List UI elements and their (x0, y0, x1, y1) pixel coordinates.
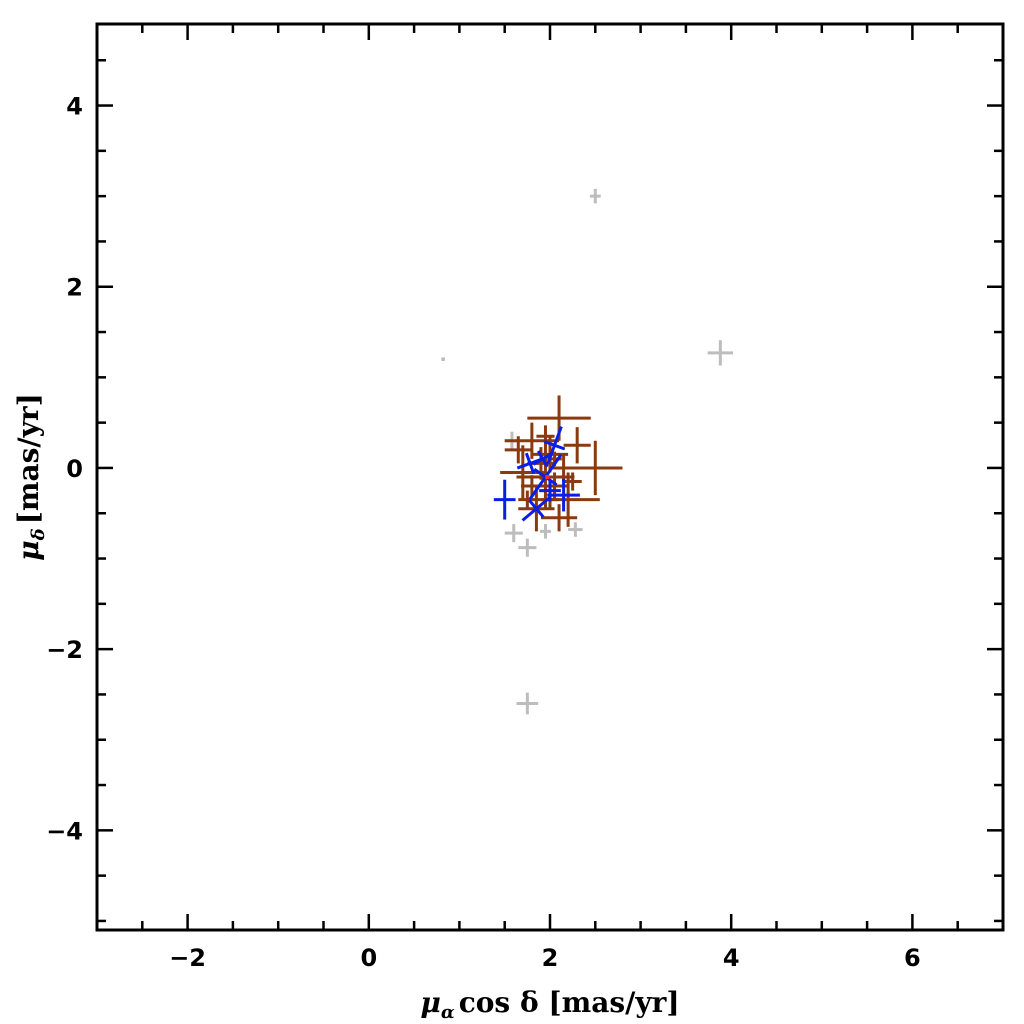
x-tick-label: 6 (904, 944, 921, 972)
data-point-field (516, 692, 539, 715)
y-tick-label: 2 (66, 274, 83, 302)
series-members (500, 395, 623, 532)
tick-labels: −2 0 2 4 6 −4 −2 0 2 4 (46, 93, 921, 972)
data-point-members (563, 427, 591, 464)
data-point-members (552, 454, 575, 482)
y-tick-label: −4 (46, 817, 83, 845)
data-point-members (504, 436, 532, 464)
data-point-selected (493, 479, 516, 520)
data-point-members (568, 440, 623, 496)
data-point-members (563, 472, 582, 491)
series-selected (493, 426, 580, 522)
data-point-field (504, 524, 523, 543)
data-point-members (540, 504, 578, 532)
y-tick-label: 4 (66, 93, 83, 121)
y-axis-label-symbol: μ (12, 540, 45, 561)
y-axis-label: μδ [mas/yr] (12, 393, 49, 561)
data-point-selected (547, 478, 580, 512)
data-point-mean (545, 475, 550, 479)
data-point-selected (543, 426, 566, 465)
series-field (441, 188, 734, 715)
x-tick-label: 4 (723, 944, 740, 972)
data-point-field (568, 522, 583, 537)
data-point-selected (539, 479, 561, 502)
x-axis-label: μα cos δ [mas/yr] (420, 986, 679, 1023)
y-tick-label: −2 (46, 636, 83, 664)
axis-ticks (95, 24, 1005, 930)
data-point-members (518, 490, 537, 509)
y-axis-label-text: [mas/yr] (12, 393, 45, 524)
x-axis-label-subscript: α (441, 1002, 455, 1023)
data-point-field (540, 524, 551, 539)
x-tick-label: −2 (169, 944, 206, 972)
x-axis-label-symbol: μ (420, 986, 441, 1019)
y-axis-label-subscript: δ (28, 528, 49, 541)
data-point-field (589, 188, 601, 204)
series-mean (545, 475, 550, 479)
plot-marks (441, 188, 734, 715)
data-point-selected (521, 495, 552, 522)
x-tick-label: 0 (360, 944, 377, 972)
x-tick-label: 2 (542, 944, 559, 972)
x-axis-label-text: cos δ [mas/yr] (459, 986, 680, 1019)
data-point-field (441, 357, 445, 362)
data-point-field (707, 340, 734, 366)
y-tick-label: 0 (66, 455, 83, 483)
data-point-selected (532, 450, 553, 468)
data-point-field (518, 538, 537, 557)
